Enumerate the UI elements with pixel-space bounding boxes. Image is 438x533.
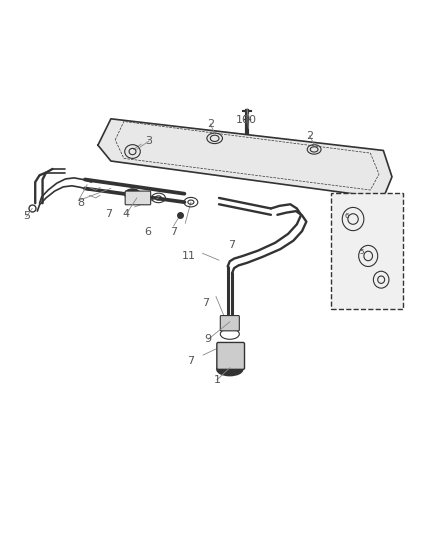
Text: 2: 2 bbox=[306, 131, 313, 141]
Text: 7: 7 bbox=[202, 298, 210, 309]
Text: 11: 11 bbox=[182, 251, 196, 261]
Text: 8: 8 bbox=[77, 198, 84, 208]
Text: 1: 1 bbox=[213, 375, 220, 385]
FancyBboxPatch shape bbox=[217, 342, 244, 369]
Polygon shape bbox=[98, 119, 392, 198]
Text: 10: 10 bbox=[236, 115, 250, 125]
Text: 3: 3 bbox=[145, 136, 152, 146]
Text: 5: 5 bbox=[23, 212, 30, 221]
Text: 7: 7 bbox=[228, 240, 236, 251]
Text: 6: 6 bbox=[344, 213, 349, 220]
Text: 10: 10 bbox=[243, 115, 257, 125]
FancyBboxPatch shape bbox=[125, 191, 151, 205]
FancyBboxPatch shape bbox=[332, 192, 403, 309]
Ellipse shape bbox=[125, 189, 140, 199]
Text: 9: 9 bbox=[205, 334, 212, 344]
Text: 7: 7 bbox=[105, 209, 112, 219]
Text: 7: 7 bbox=[170, 227, 177, 237]
Text: 4: 4 bbox=[123, 209, 130, 219]
Text: 7: 7 bbox=[187, 357, 194, 367]
FancyBboxPatch shape bbox=[220, 316, 239, 331]
Text: 2: 2 bbox=[207, 119, 214, 129]
Ellipse shape bbox=[217, 363, 243, 376]
Text: 5: 5 bbox=[360, 249, 364, 255]
Text: 6: 6 bbox=[144, 227, 151, 237]
